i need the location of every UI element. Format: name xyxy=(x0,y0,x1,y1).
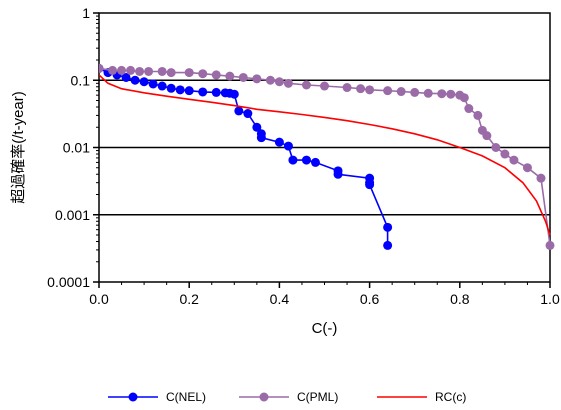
data-point xyxy=(126,65,136,75)
legend-label: C(PML) xyxy=(297,390,338,404)
data-point xyxy=(342,83,352,93)
series-2 xyxy=(99,74,551,236)
x-axis-title: C(-) xyxy=(312,320,338,337)
data-point xyxy=(157,81,167,91)
legend-item: C(NEL) xyxy=(108,390,206,404)
data-point xyxy=(198,87,208,97)
data-point xyxy=(365,180,375,190)
data-point xyxy=(301,155,311,165)
data-point xyxy=(148,79,158,89)
data-point xyxy=(301,80,311,90)
series-line xyxy=(99,67,551,246)
data-point xyxy=(252,122,262,132)
data-point xyxy=(144,66,154,76)
data-point xyxy=(166,83,176,93)
data-point xyxy=(166,68,176,78)
y-tick-label: 0.001 xyxy=(55,207,90,223)
data-point xyxy=(283,78,293,88)
y-tick-label: 0.01 xyxy=(63,140,90,156)
legend-swatch-marker xyxy=(128,392,138,402)
data-point xyxy=(383,222,393,232)
data-point xyxy=(238,72,248,82)
ticks-layer: 0.0001 0.001 0.01 0.1 1 0.0 0.2 0.4 0.6 0.8 1.0 xyxy=(47,5,560,307)
data-point xyxy=(256,133,266,143)
data-point xyxy=(410,87,420,97)
x-tick-label: 1.0 xyxy=(540,291,560,307)
data-point xyxy=(234,106,244,116)
data-point xyxy=(383,240,393,250)
data-point xyxy=(320,81,329,91)
data-point xyxy=(500,149,510,159)
legend-label: C(NEL) xyxy=(166,390,206,404)
data-point xyxy=(229,89,239,99)
data-point xyxy=(265,75,275,85)
x-tick-label: 0.6 xyxy=(360,291,380,307)
data-point xyxy=(356,84,366,94)
data-point xyxy=(117,65,127,75)
y-axis-title: 超過確率(/t-year) xyxy=(10,91,27,204)
legend-swatch-marker xyxy=(259,392,269,402)
x-tick-label: 0.0 xyxy=(89,291,109,307)
data-point xyxy=(130,75,140,85)
data-point xyxy=(333,169,343,179)
data-point xyxy=(99,63,104,73)
x-tick-label: 0.8 xyxy=(450,291,470,307)
data-point xyxy=(365,85,375,95)
data-point xyxy=(274,137,284,147)
data-point xyxy=(464,104,474,114)
data-point xyxy=(175,85,185,95)
data-point xyxy=(121,72,131,82)
data-point xyxy=(288,155,298,165)
data-point xyxy=(184,86,194,96)
series-1 xyxy=(99,63,555,250)
data-point xyxy=(522,163,532,173)
data-point xyxy=(252,74,262,84)
series-layer xyxy=(99,63,555,250)
data-point xyxy=(243,109,253,119)
data-point xyxy=(446,89,456,99)
data-point xyxy=(135,66,145,76)
data-point xyxy=(396,87,406,97)
x-tick-label: 0.2 xyxy=(179,291,199,307)
data-point xyxy=(509,155,519,165)
y-tick-label: 0.0001 xyxy=(47,274,90,290)
data-point xyxy=(225,71,235,81)
y-tick-label: 1 xyxy=(82,5,90,21)
data-point xyxy=(198,69,208,79)
y-tick-label: 0.1 xyxy=(71,72,91,88)
data-point xyxy=(482,131,492,141)
data-point xyxy=(184,68,194,78)
series-line xyxy=(99,67,389,246)
data-point xyxy=(383,86,393,96)
data-point xyxy=(491,143,501,152)
legend: C(NEL) C(PML) RC(c) xyxy=(108,390,466,404)
series-line xyxy=(99,74,551,236)
x-tick-label: 0.4 xyxy=(270,291,290,307)
data-point xyxy=(545,240,555,250)
legend-label: RC(c) xyxy=(435,390,466,404)
data-point xyxy=(157,66,167,76)
data-point xyxy=(423,88,433,98)
data-point xyxy=(459,93,469,103)
data-point xyxy=(283,141,293,151)
legend-item: RC(c) xyxy=(377,390,466,404)
data-point xyxy=(274,77,284,87)
series-0 xyxy=(99,63,393,250)
data-point xyxy=(536,173,546,183)
data-point xyxy=(310,157,320,167)
grid-layer xyxy=(99,79,550,216)
data-point xyxy=(108,65,118,75)
data-point xyxy=(473,110,483,120)
data-point xyxy=(211,87,221,97)
data-point xyxy=(211,70,221,80)
data-point xyxy=(437,89,447,99)
data-point xyxy=(139,77,149,87)
legend-item: C(PML) xyxy=(239,390,338,404)
